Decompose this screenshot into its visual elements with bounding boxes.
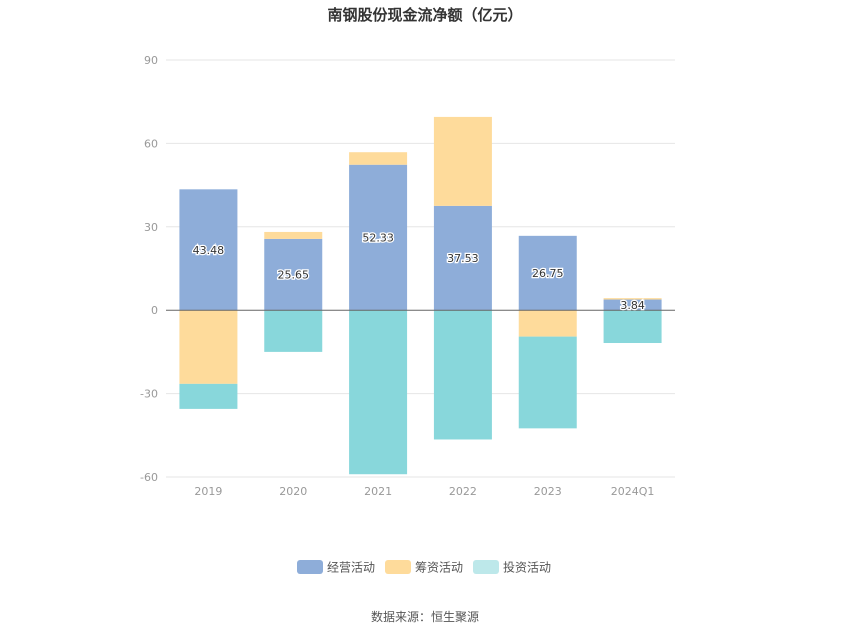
data-label: 43.48 — [193, 244, 225, 257]
bar-0-2024Q1 — [603, 299, 662, 311]
legend-swatch — [473, 560, 499, 574]
chart-title: 南钢股份现金流净额（亿元） — [327, 6, 522, 24]
bar-0-2019 — [179, 189, 238, 311]
bar-0-2020 — [264, 238, 323, 311]
bar-0-2021 — [349, 164, 408, 311]
x-tick-label: 2024Q1 — [611, 485, 655, 498]
y-tick-label: 30 — [144, 221, 158, 234]
bar-1-2021 — [349, 152, 408, 165]
x-tick-label: 2019 — [194, 485, 222, 498]
bar-2-2023 — [518, 336, 577, 429]
y-tick-label: 0 — [151, 304, 158, 317]
bars-group — [179, 116, 662, 475]
bar-0-2023 — [518, 235, 577, 311]
x-tick-label: 2023 — [534, 485, 562, 498]
data-label: 25.65 — [278, 269, 310, 282]
data-label: 52.33 — [362, 231, 394, 244]
legend-swatch — [297, 560, 323, 574]
y-tick-label: -30 — [140, 388, 158, 401]
legend-swatch — [385, 560, 411, 574]
y-tick-label: 60 — [144, 137, 158, 150]
data-label: 26.75 — [532, 267, 564, 280]
bar-2-2020 — [264, 310, 323, 352]
legend-label: 筹资活动 — [415, 561, 463, 575]
bar-2-2024Q1 — [603, 310, 662, 344]
bar-2-2021 — [349, 310, 408, 475]
bar-1-2022 — [433, 116, 492, 206]
y-axis: 90 60 30 0 -30 -60 — [140, 54, 158, 484]
bar-1-2024Q1 — [603, 298, 662, 300]
bar-2-2022 — [433, 310, 492, 440]
y-tick-label: 90 — [144, 54, 158, 67]
bar-1-2023 — [518, 310, 577, 337]
x-tick-label: 2020 — [279, 485, 307, 498]
legend: 经营活动 筹资活动 投资活动 — [297, 560, 551, 575]
bar-2-2019 — [179, 383, 238, 409]
data-label: 3.84 — [620, 299, 645, 312]
bar-1-2019 — [179, 310, 238, 384]
data-label: 37.53 — [447, 252, 479, 265]
legend-label: 投资活动 — [503, 560, 551, 575]
source-note: 数据来源：恒生聚源 — [371, 609, 479, 624]
x-axis: 2019 2020 2021 2022 2023 2024Q1 — [194, 485, 654, 498]
y-tick-label: -60 — [140, 471, 158, 484]
x-tick-label: 2022 — [449, 485, 477, 498]
legend-label: 经营活动 — [327, 561, 375, 575]
bar-0-2022 — [433, 205, 492, 311]
grid-lines — [166, 59, 675, 478]
bar-1-2020 — [264, 231, 323, 239]
data-labels-group: 43.48 25.65 52.33 37.53 26.75 3.84 — [191, 230, 646, 313]
x-tick-label: 2021 — [364, 485, 392, 498]
